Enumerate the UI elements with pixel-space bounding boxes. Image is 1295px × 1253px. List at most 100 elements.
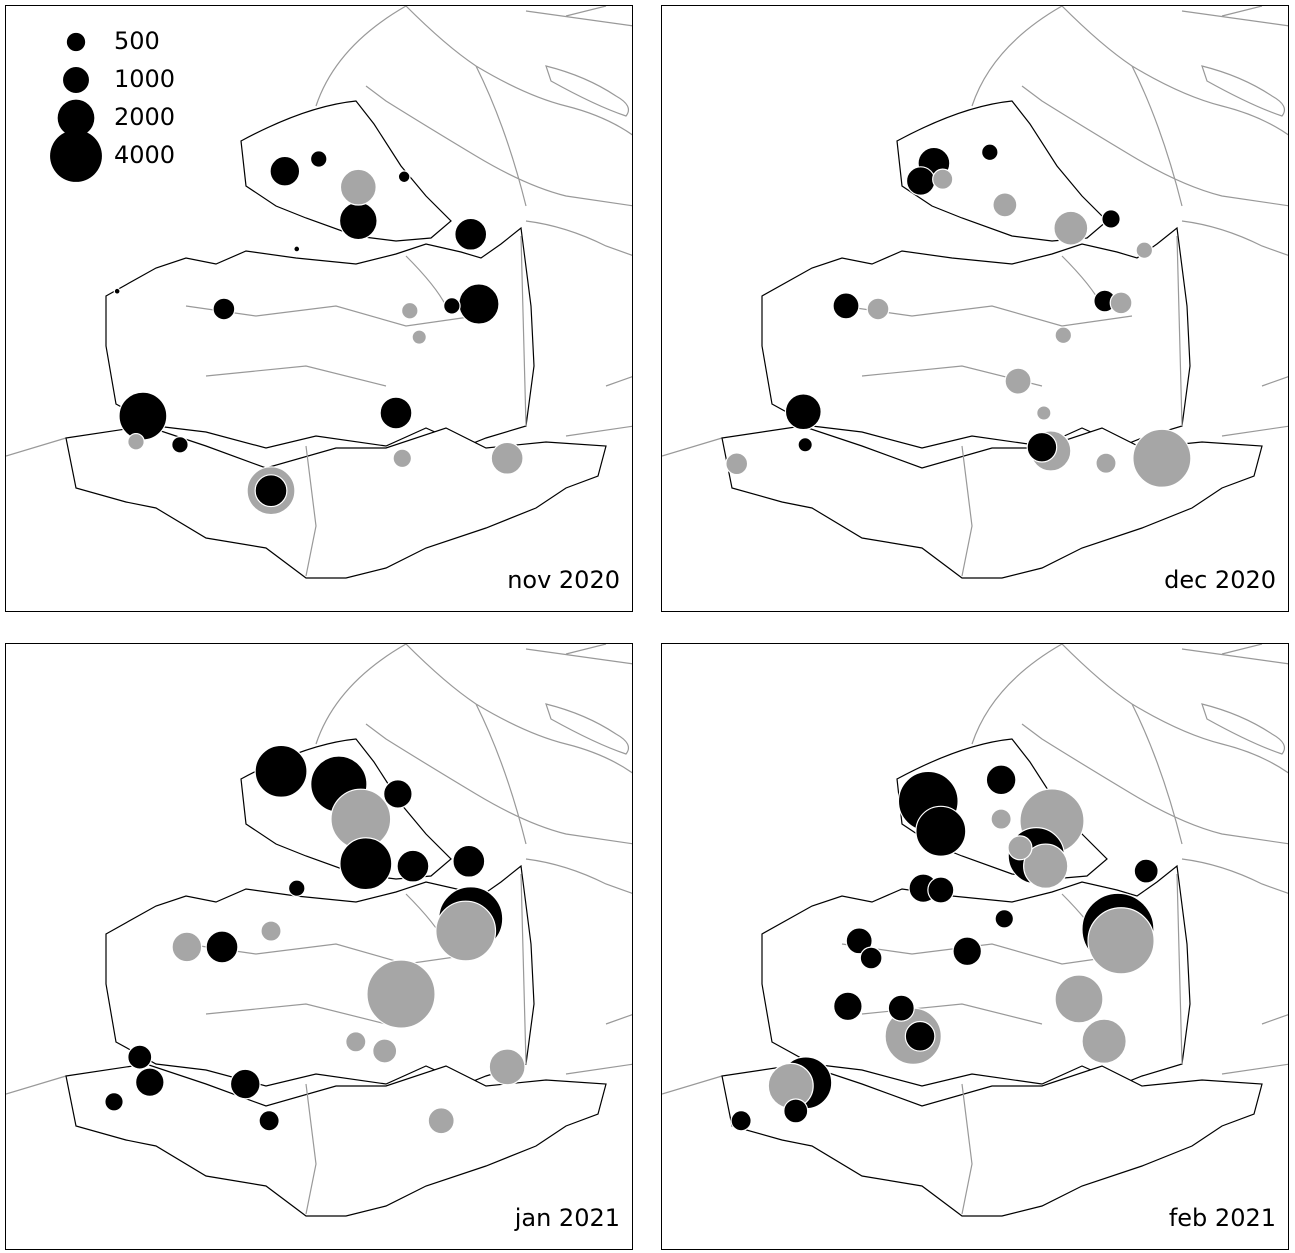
bubble [784, 393, 822, 431]
bubble [866, 297, 890, 321]
map-panel: jan 2021 [5, 643, 634, 1250]
map: feb 2021 [662, 644, 1290, 1232]
bubble [127, 1044, 153, 1070]
bubble [452, 844, 486, 878]
bubble [730, 1110, 752, 1132]
bubble [952, 936, 983, 967]
bubble [366, 959, 436, 1029]
bubble [1101, 209, 1121, 229]
bubble [833, 991, 863, 1022]
bubble [1023, 843, 1069, 889]
bubble [339, 168, 377, 206]
bubble [269, 155, 301, 187]
bubble [260, 920, 282, 942]
map: jan 2021 [6, 644, 634, 1232]
bubble [1095, 452, 1117, 474]
basemap [662, 6, 1290, 579]
basemap [662, 644, 1290, 1217]
bubble [372, 1038, 398, 1064]
bubble [1135, 241, 1154, 259]
panel-label: jan 2021 [514, 1204, 620, 1232]
bubble [1004, 367, 1032, 395]
bubble [113, 287, 121, 295]
map: dec 2020 [662, 6, 1290, 594]
bubble [488, 1048, 526, 1086]
bubble [915, 805, 967, 857]
basemap [6, 644, 634, 1217]
bubble [887, 994, 915, 1022]
bubble [309, 150, 328, 168]
legend-symbol [63, 67, 89, 93]
legend-symbol [66, 32, 86, 52]
bubble [171, 931, 203, 963]
legend-symbol [57, 99, 95, 137]
bubble [135, 1067, 165, 1097]
panel-label: nov 2020 [507, 566, 620, 594]
bubble [904, 1020, 936, 1052]
bubble [932, 168, 954, 190]
bubble [171, 436, 189, 454]
bubble [1007, 835, 1033, 861]
bubble [383, 779, 413, 809]
bubble [994, 909, 1015, 929]
legend-label: 500 [114, 27, 160, 55]
bubble [411, 329, 427, 345]
bubble [927, 876, 955, 904]
bubble [1053, 210, 1089, 246]
bubble [1026, 431, 1058, 463]
bubble [287, 879, 306, 897]
map-panel: dec 2020 [661, 5, 1290, 612]
bubble [845, 927, 873, 955]
bubble [427, 1107, 455, 1135]
bubble [396, 849, 430, 883]
bubble [258, 1110, 280, 1132]
panel-label: feb 2021 [1169, 1204, 1276, 1232]
bubble [254, 474, 288, 508]
map-panel: feb 2021 [661, 643, 1290, 1250]
bubble [212, 297, 236, 321]
bubble [254, 744, 308, 798]
bubble [990, 808, 1012, 830]
bubble [1109, 291, 1133, 315]
bubble [435, 900, 497, 962]
bubble [1087, 907, 1155, 975]
bubble [1054, 974, 1104, 1024]
bubble [338, 201, 378, 241]
bubble [379, 396, 413, 430]
bubble [229, 1068, 261, 1100]
bubble [397, 170, 411, 184]
bubble [401, 301, 419, 320]
panel-label: dec 2020 [1164, 566, 1276, 594]
bubble [783, 1098, 809, 1124]
bubble [454, 217, 488, 251]
map-panel: 500 1000 2000 4000 nov 2020 [5, 5, 634, 612]
bubble [905, 166, 936, 196]
bubble [981, 143, 999, 162]
legend-label: 2000 [114, 103, 175, 131]
bubble [1054, 326, 1073, 345]
bubble [205, 930, 239, 964]
bubble [797, 437, 813, 453]
bubble [490, 441, 524, 475]
bubble [985, 764, 1017, 796]
bubble [339, 837, 393, 891]
bubble [859, 946, 883, 970]
bubble [118, 391, 168, 441]
basemap [6, 6, 634, 579]
bubble [992, 192, 1018, 218]
legend-label: 1000 [114, 65, 175, 93]
bubble [443, 297, 461, 315]
bubble [832, 292, 860, 320]
bubble [104, 1092, 124, 1112]
bubble [1132, 428, 1192, 488]
bubble [1081, 1018, 1127, 1064]
bubble [725, 452, 749, 476]
bubble [293, 245, 301, 253]
bubble [127, 432, 145, 451]
bubble [345, 1031, 367, 1053]
bubble [392, 448, 413, 469]
legend-symbol [50, 130, 102, 182]
legend-label: 4000 [114, 141, 175, 169]
bubble [1036, 405, 1052, 421]
